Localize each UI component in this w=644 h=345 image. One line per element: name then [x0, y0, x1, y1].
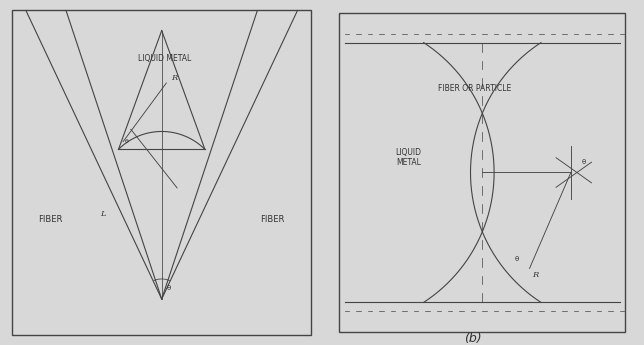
Text: R: R [533, 271, 539, 279]
Text: θ: θ [125, 139, 129, 144]
Text: L: L [100, 210, 106, 218]
Text: FIBER OR PARTICLE: FIBER OR PARTICLE [439, 84, 511, 93]
Text: FIBER: FIBER [261, 215, 285, 224]
Text: LIQUID
METAL: LIQUID METAL [395, 148, 422, 167]
Text: FIBER: FIBER [39, 215, 63, 224]
Text: θ: θ [515, 256, 519, 262]
Text: (b): (b) [464, 332, 482, 345]
Text: R: R [171, 74, 177, 82]
Text: θ: θ [166, 285, 171, 291]
Text: LIQUID METAL: LIQUID METAL [138, 55, 191, 63]
Text: θ: θ [581, 159, 585, 165]
